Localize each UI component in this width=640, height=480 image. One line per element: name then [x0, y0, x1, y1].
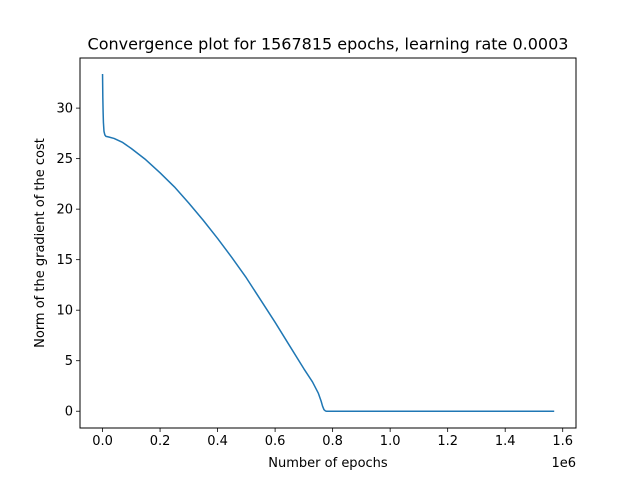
y-tick-label: 25: [56, 152, 73, 167]
y-tick-label: 5: [65, 354, 73, 369]
chart-title: Convergence plot for 1567815 epochs, lea…: [88, 35, 569, 54]
y-tick-label: 0: [65, 405, 73, 420]
y-axis-label: Norm of the gradient of the cost: [33, 138, 48, 348]
x-tick-label: 0.6: [265, 434, 286, 449]
axes-frame: [79, 57, 577, 429]
y-tick-label: 20: [56, 203, 73, 218]
plot-area: [101, 74, 555, 412]
x-tick-label: 0.4: [207, 434, 228, 449]
x-tick-label: 1.4: [495, 434, 516, 449]
x-tick-label: 1.0: [380, 434, 401, 449]
y-axis: 0 5 10 15 20 25 30: [56, 102, 80, 420]
x-tick-label: 1.2: [437, 434, 458, 449]
x-tick-label: 1.6: [552, 434, 573, 449]
x-tick-label: 0.0: [92, 434, 113, 449]
y-tick-label: 10: [56, 304, 73, 319]
x-axis-offset-label: 1e6: [551, 456, 576, 471]
x-axis-label: Number of epochs: [268, 456, 388, 471]
x-axis: 0.0 0.2 0.4 0.6 0.8 1.0 1.2 1.4 1.6: [92, 428, 573, 449]
y-tick-label: 15: [56, 253, 73, 268]
series-line-0: [101, 74, 555, 412]
x-tick-label: 0.2: [150, 434, 171, 449]
x-tick-label: 0.8: [322, 434, 343, 449]
y-tick-label: 30: [56, 102, 73, 117]
